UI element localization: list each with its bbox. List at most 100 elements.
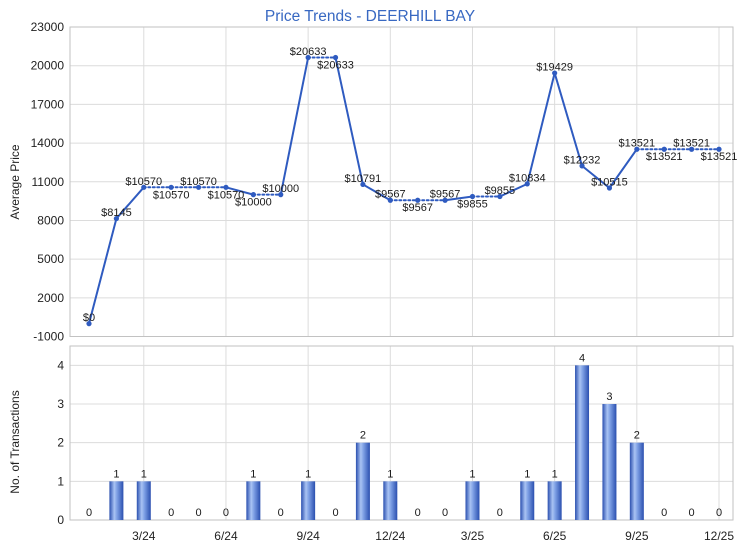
price-data-label: $20633 — [317, 60, 354, 72]
price-data-label: $9855 — [485, 185, 516, 197]
price-point — [689, 146, 695, 152]
transactions-y-tick-label: 1 — [57, 474, 64, 488]
price-point — [442, 197, 448, 203]
transaction-count-label: 1 — [141, 468, 147, 480]
price-point — [579, 163, 585, 169]
transactions-y-axis-title: No. of Transactions — [8, 390, 22, 493]
price-y-tick-label: 2000 — [37, 291, 64, 305]
price-data-label: $10000 — [235, 197, 272, 209]
x-tick-label: 9/25 — [625, 529, 649, 543]
price-data-label: $10791 — [345, 173, 382, 185]
transaction-bar — [520, 481, 535, 520]
price-data-label: $10515 — [591, 177, 628, 189]
price-data-label: $13521 — [646, 151, 683, 163]
transaction-bar — [246, 481, 261, 520]
price-point — [141, 184, 147, 190]
x-tick-label: 9/24 — [296, 529, 320, 543]
transaction-count-label: 0 — [661, 507, 667, 519]
price-data-label: $10570 — [180, 176, 217, 188]
transaction-count-label: 1 — [305, 468, 311, 480]
transaction-count-label: 1 — [113, 468, 119, 480]
price-line-segment — [498, 182, 529, 198]
price-point — [524, 181, 530, 187]
transaction-count-label: 0 — [168, 507, 174, 519]
price-line-segment — [526, 72, 556, 185]
transactions-y-tick-label: 4 — [57, 358, 64, 372]
transaction-bar — [355, 442, 370, 520]
price-point — [250, 192, 256, 198]
price-data-label: $9567 — [375, 189, 406, 201]
price-point — [415, 197, 421, 203]
price-y-tick-label: 11000 — [32, 175, 65, 189]
transaction-count-label: 1 — [552, 468, 558, 480]
transaction-count-label: 0 — [689, 507, 695, 519]
price-data-label: $9567 — [430, 189, 461, 201]
transaction-bar — [547, 481, 562, 520]
transaction-count-label: 4 — [579, 352, 585, 364]
transaction-bar — [109, 481, 124, 520]
price-line-segment — [334, 56, 364, 186]
price-line-segment — [444, 195, 474, 202]
transactions-y-tick-label: 0 — [57, 513, 64, 527]
price-data-label: $8145 — [101, 207, 132, 219]
transaction-bar — [575, 365, 590, 520]
price-point — [332, 54, 339, 61]
transactions-series: 0 1 1 0 0 0 1 0 1 0 2 1 0 0 1 0 1 1 4 3 2 0 0 0 — [86, 352, 722, 520]
price-point — [716, 146, 722, 152]
transaction-count-label: 1 — [250, 468, 256, 480]
price-point — [661, 146, 667, 152]
price-data-label: $19429 — [536, 62, 573, 74]
transaction-bar — [301, 481, 316, 520]
transaction-count-label: 0 — [278, 507, 284, 519]
x-tick-label: 12/24 — [375, 529, 405, 543]
price-point — [360, 181, 366, 188]
price-point — [469, 193, 476, 200]
price-y-axis-title: Average Price — [8, 144, 22, 219]
transaction-count-label: 3 — [606, 391, 612, 403]
transactions-y-tick-label: 2 — [57, 436, 64, 450]
transaction-count-label: 0 — [497, 507, 503, 519]
chart-title: Price Trends - DEERHILL BAY — [265, 8, 475, 25]
price-data-label: $10834 — [509, 172, 546, 184]
price-line-segment — [361, 183, 392, 202]
price-point — [634, 146, 640, 152]
price-line-segment — [88, 217, 118, 325]
transaction-bar — [629, 442, 644, 520]
price-point — [113, 215, 119, 222]
price-point — [278, 192, 284, 198]
x-tick-label: 3/25 — [461, 529, 485, 543]
price-y-tick-label: 8000 — [37, 213, 64, 227]
transaction-count-label: 1 — [387, 468, 393, 480]
price-line-segment — [581, 164, 611, 190]
transactions-plot-area — [70, 346, 733, 520]
transaction-bar — [465, 481, 480, 520]
price-data-label: $10570 — [125, 176, 162, 188]
price-line-segment — [115, 186, 145, 220]
price-point — [168, 184, 174, 190]
price-line-segment — [553, 72, 584, 167]
price-line-segment — [608, 148, 638, 190]
price-line-segment — [279, 56, 310, 196]
price-y-tick-label: 14000 — [31, 136, 65, 150]
x-tick-label: 12/25 — [704, 529, 734, 543]
price-point — [86, 321, 92, 327]
price-line-segment — [224, 186, 255, 196]
transaction-count-label: 0 — [716, 507, 722, 519]
price-y-tick-label: 20000 — [31, 59, 65, 73]
price-point — [195, 184, 202, 190]
transaction-bar — [602, 404, 617, 520]
x-tick-label: 6/25 — [543, 529, 567, 543]
x-tick-label: 6/24 — [214, 529, 238, 543]
price-data-label: $10570 — [208, 189, 245, 201]
price-data-label: $9567 — [402, 202, 433, 214]
price-data-label: $12232 — [564, 154, 601, 166]
average-price-series: $0$8145$10570$10570$10570$10570$10000$10… — [83, 46, 737, 327]
transactions-y-tick-label: 3 — [57, 397, 64, 411]
transaction-count-label: 2 — [634, 430, 640, 442]
transaction-count-label: 2 — [360, 430, 366, 442]
price-y-tick-label: 23000 — [31, 20, 65, 34]
price-data-label: $0 — [83, 312, 95, 324]
transaction-count-label: 0 — [415, 507, 421, 519]
price-point — [606, 185, 613, 191]
